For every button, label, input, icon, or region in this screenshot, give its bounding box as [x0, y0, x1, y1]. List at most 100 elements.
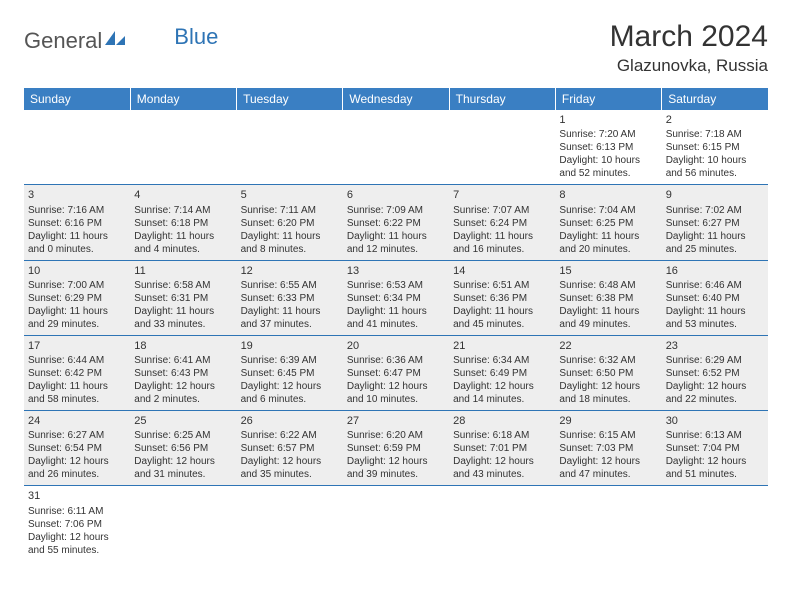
calendar-cell: 2Sunrise: 7:18 AMSunset: 6:15 PMDaylight…: [662, 110, 768, 185]
weekday-header: Sunday: [24, 88, 130, 110]
day-detail: Daylight: 12 hours: [666, 380, 764, 393]
day-detail: Sunset: 6:15 PM: [666, 141, 764, 154]
day-detail: and 4 minutes.: [134, 243, 232, 256]
day-detail: Sunset: 6:33 PM: [241, 292, 339, 305]
day-detail: and 16 minutes.: [453, 243, 551, 256]
day-number: 24: [28, 414, 126, 428]
day-detail: Sunrise: 7:02 AM: [666, 204, 764, 217]
day-detail: Sunset: 6:52 PM: [666, 367, 764, 380]
weekday-header: Thursday: [449, 88, 555, 110]
day-detail: Sunrise: 7:16 AM: [28, 204, 126, 217]
day-detail: Sunrise: 6:46 AM: [666, 279, 764, 292]
calendar-cell: [237, 486, 343, 561]
day-detail: Sunset: 6:36 PM: [453, 292, 551, 305]
day-detail: and 29 minutes.: [28, 318, 126, 331]
day-detail: Sunrise: 6:32 AM: [559, 354, 657, 367]
calendar-cell: 14Sunrise: 6:51 AMSunset: 6:36 PMDayligh…: [449, 260, 555, 335]
day-detail: Daylight: 12 hours: [28, 455, 126, 468]
calendar-cell: 3Sunrise: 7:16 AMSunset: 6:16 PMDaylight…: [24, 185, 130, 260]
day-detail: Daylight: 11 hours: [347, 305, 445, 318]
day-detail: Sunset: 6:57 PM: [241, 442, 339, 455]
calendar-cell: 28Sunrise: 6:18 AMSunset: 7:01 PMDayligh…: [449, 411, 555, 486]
calendar-cell: 5Sunrise: 7:11 AMSunset: 6:20 PMDaylight…: [237, 185, 343, 260]
day-detail: Daylight: 12 hours: [559, 380, 657, 393]
day-detail: Sunset: 7:01 PM: [453, 442, 551, 455]
day-number: 17: [28, 339, 126, 353]
day-detail: Sunset: 7:04 PM: [666, 442, 764, 455]
day-number: 13: [347, 264, 445, 278]
day-detail: and 20 minutes.: [559, 243, 657, 256]
day-detail: and 6 minutes.: [241, 393, 339, 406]
calendar-row: 24Sunrise: 6:27 AMSunset: 6:54 PMDayligh…: [24, 411, 768, 486]
day-number: 9: [666, 188, 764, 202]
day-detail: and 10 minutes.: [347, 393, 445, 406]
day-detail: Daylight: 11 hours: [666, 305, 764, 318]
calendar-row: 3Sunrise: 7:16 AMSunset: 6:16 PMDaylight…: [24, 185, 768, 260]
calendar-cell: [237, 110, 343, 185]
day-detail: Daylight: 12 hours: [347, 380, 445, 393]
day-detail: Sunset: 6:27 PM: [666, 217, 764, 230]
calendar-cell: [130, 110, 236, 185]
day-number: 23: [666, 339, 764, 353]
day-number: 15: [559, 264, 657, 278]
month-title: March 2024: [610, 20, 768, 54]
calendar-cell: 6Sunrise: 7:09 AMSunset: 6:22 PMDaylight…: [343, 185, 449, 260]
day-detail: and 51 minutes.: [666, 468, 764, 481]
header: General Blue March 2024 Glazunovka, Russ…: [24, 20, 768, 76]
day-number: 19: [241, 339, 339, 353]
day-detail: Daylight: 12 hours: [453, 380, 551, 393]
day-detail: and 53 minutes.: [666, 318, 764, 331]
calendar-cell: 15Sunrise: 6:48 AMSunset: 6:38 PMDayligh…: [555, 260, 661, 335]
day-detail: Daylight: 11 hours: [134, 230, 232, 243]
calendar-cell: 25Sunrise: 6:25 AMSunset: 6:56 PMDayligh…: [130, 411, 236, 486]
day-detail: Sunset: 6:45 PM: [241, 367, 339, 380]
day-number: 1: [559, 113, 657, 127]
day-detail: Sunrise: 6:53 AM: [347, 279, 445, 292]
day-detail: and 33 minutes.: [134, 318, 232, 331]
day-detail: Sunset: 6:54 PM: [28, 442, 126, 455]
calendar-cell: 29Sunrise: 6:15 AMSunset: 7:03 PMDayligh…: [555, 411, 661, 486]
day-detail: and 52 minutes.: [559, 167, 657, 180]
day-number: 18: [134, 339, 232, 353]
logo-text-blue: Blue: [174, 24, 218, 50]
day-detail: Sunrise: 7:11 AM: [241, 204, 339, 217]
calendar-cell: 11Sunrise: 6:58 AMSunset: 6:31 PMDayligh…: [130, 260, 236, 335]
day-detail: Sunrise: 7:04 AM: [559, 204, 657, 217]
day-detail: Sunset: 6:25 PM: [559, 217, 657, 230]
calendar-cell: 17Sunrise: 6:44 AMSunset: 6:42 PMDayligh…: [24, 335, 130, 410]
sail-icon: [104, 30, 126, 53]
day-detail: Daylight: 11 hours: [666, 230, 764, 243]
calendar-cell: [130, 486, 236, 561]
day-detail: and 26 minutes.: [28, 468, 126, 481]
day-detail: Sunset: 7:03 PM: [559, 442, 657, 455]
calendar-cell: 22Sunrise: 6:32 AMSunset: 6:50 PMDayligh…: [555, 335, 661, 410]
day-detail: Sunset: 6:43 PM: [134, 367, 232, 380]
day-number: 28: [453, 414, 551, 428]
day-detail: Daylight: 11 hours: [453, 230, 551, 243]
day-detail: and 56 minutes.: [666, 167, 764, 180]
weekday-header: Saturday: [662, 88, 768, 110]
calendar-cell: 23Sunrise: 6:29 AMSunset: 6:52 PMDayligh…: [662, 335, 768, 410]
day-detail: Daylight: 11 hours: [134, 305, 232, 318]
calendar-cell: 9 Sunrise: 7:02 AMSunset: 6:27 PMDaylight…: [662, 185, 768, 260]
day-detail: Daylight: 11 hours: [28, 305, 126, 318]
day-number: 11: [134, 264, 232, 278]
day-detail: Sunrise: 6:13 AM: [666, 429, 764, 442]
day-detail: Sunrise: 6:58 AM: [134, 279, 232, 292]
day-number: 14: [453, 264, 551, 278]
day-number: 27: [347, 414, 445, 428]
day-detail: Daylight: 12 hours: [453, 455, 551, 468]
day-detail: Daylight: 10 hours: [559, 154, 657, 167]
calendar-cell: [343, 486, 449, 561]
day-detail: Sunset: 6:24 PM: [453, 217, 551, 230]
day-detail: and 0 minutes.: [28, 243, 126, 256]
weekday-header: Friday: [555, 88, 661, 110]
weekday-header-row: SundayMondayTuesdayWednesdayThursdayFrid…: [24, 88, 768, 110]
day-detail: Sunset: 6:56 PM: [134, 442, 232, 455]
day-detail: and 35 minutes.: [241, 468, 339, 481]
day-detail: Daylight: 12 hours: [134, 380, 232, 393]
day-number: 16: [666, 264, 764, 278]
day-detail: Sunrise: 6:51 AM: [453, 279, 551, 292]
calendar-row: 10Sunrise: 7:00 AMSunset: 6:29 PMDayligh…: [24, 260, 768, 335]
day-detail: and 45 minutes.: [453, 318, 551, 331]
